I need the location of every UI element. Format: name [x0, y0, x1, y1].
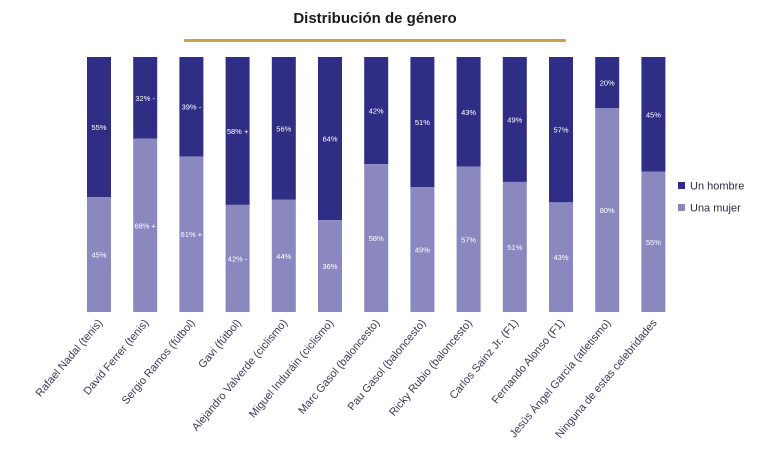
chart-title: Distribución de género [293, 10, 457, 27]
legend-label-una-mujer: Una mujer [690, 203, 741, 215]
label-una-mujer-4: 44% [276, 252, 291, 261]
bar-un-hombre-8 [456, 57, 481, 167]
label-una-mujer-5: 36% [322, 262, 337, 271]
bar-una-mujer-2 [179, 156, 204, 312]
bar-un-hombre-6 [364, 57, 389, 165]
category-label-3: Gavi (fútbol) [196, 317, 244, 371]
bar-un-hombre-7 [410, 57, 435, 188]
category-label-8: Ricky Rubio (baloncesto) [387, 317, 475, 418]
category-label-11: Jesús Ángel García (atletismo) [507, 317, 614, 441]
label-una-mujer-8: 57% [461, 235, 476, 244]
bar-un-hombre-3 [225, 57, 250, 205]
label-una-mujer-11: 80% [600, 206, 615, 215]
category-label-12: Ninguna de estas celebridades [553, 317, 660, 441]
label-un-hombre-5: 64% [322, 135, 337, 144]
bar-una-mujer-3 [225, 204, 250, 312]
label-un-hombre-0: 55% [91, 123, 106, 132]
label-un-hombre-1: 32% - [135, 94, 155, 103]
label-una-mujer-12: 55% [646, 238, 661, 247]
bar-una-mujer-6 [364, 164, 389, 312]
bar-un-hombre-4 [271, 57, 296, 200]
category-label-4: Alejandro Valverde (ciclismo) [190, 317, 290, 433]
bar-un-hombre-11 [595, 57, 620, 108]
bar-un-hombre-10 [549, 57, 573, 203]
bar-un-hombre-9 [502, 57, 527, 182]
bar-una-mujer-0 [87, 197, 111, 312]
bar-una-mujer-8 [456, 166, 481, 312]
category-label-5: Miguel Induráin (ciclismo) [247, 317, 336, 420]
label-una-mujer-1: 68% + [134, 221, 156, 230]
label-un-hombre-3: 58% + [227, 127, 249, 136]
label-un-hombre-11: 20% [600, 79, 615, 88]
label-un-hombre-9: 49% [507, 115, 522, 124]
bar-un-hombre-2 [179, 57, 204, 157]
label-un-hombre-10: 57% [553, 126, 568, 135]
label-una-mujer-10: 43% [553, 253, 568, 262]
label-un-hombre-8: 43% [461, 108, 476, 117]
bar-un-hombre-5 [318, 57, 342, 221]
bars-group: 55% 45% 32% - 68% + 39% - 61% + 58% + 42% - 56% 4… [87, 57, 666, 312]
legend-swatch-un-hombre [678, 182, 685, 189]
bar-una-mujer-10 [549, 202, 573, 312]
category-labels-group: Rafael Nadal (tenis)David Ferrer (tenis)… [34, 317, 660, 441]
label-un-hombre-6: 42% [369, 107, 384, 116]
label-una-mujer-6: 58% [369, 234, 384, 243]
bar-una-mujer-1 [133, 138, 158, 312]
legend: Un hombre Una mujer [678, 181, 744, 215]
bar-un-hombre-0 [87, 57, 111, 198]
bar-una-mujer-11 [595, 108, 620, 312]
label-una-mujer-0: 45% [91, 251, 106, 260]
bar-un-hombre-12 [641, 57, 666, 172]
label-un-hombre-12: 45% [646, 110, 661, 119]
label-un-hombre-7: 51% [415, 118, 430, 127]
category-label-7: Pau Gasol (baloncesto) [346, 317, 429, 413]
label-una-mujer-9: 51% [507, 243, 522, 252]
bar-una-mujer-9 [502, 181, 527, 312]
bar-una-mujer-4 [271, 199, 296, 312]
label-un-hombre-2: 39% - [182, 103, 202, 112]
bar-una-mujer-7 [410, 187, 435, 312]
label-una-mujer-2: 61% + [181, 230, 203, 239]
legend-swatch-una-mujer [678, 204, 685, 211]
bar-una-mujer-5 [318, 220, 342, 312]
category-label-6: Marc Gasol (baloncesto) [296, 317, 382, 417]
label-un-hombre-4: 56% [276, 124, 291, 133]
bar-un-hombre-1 [133, 57, 158, 139]
label-una-mujer-3: 42% - [228, 254, 248, 263]
legend-label-un-hombre: Un hombre [690, 181, 744, 193]
label-una-mujer-7: 49% [415, 246, 430, 255]
bar-una-mujer-12 [641, 171, 666, 312]
title-underline [184, 39, 566, 42]
